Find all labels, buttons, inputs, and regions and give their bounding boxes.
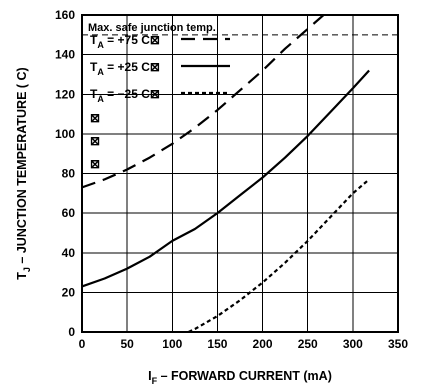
series-line-2 xyxy=(188,178,370,332)
max-safe-temp-label: Max. safe junction temp. xyxy=(88,22,216,34)
legend: TA = +75 C⊠ TA = +25 C⊠ TA = −25 C⊠ xyxy=(90,33,230,104)
x-tick-label: 250 xyxy=(298,337,318,351)
x-tick-label: 150 xyxy=(207,337,227,351)
tick-labels: 0 50 100 150 200 250 300 350 0 20 40 60 80 100 120 140 1… xyxy=(55,8,408,351)
stray-glyph: ⊠ xyxy=(90,111,100,125)
x-tick-label: 100 xyxy=(162,337,182,351)
y-tick-label: 20 xyxy=(62,285,76,299)
series-line-0 xyxy=(82,15,326,189)
legend-label-1: TA = +25 C⊠ xyxy=(90,60,160,77)
x-tick-label: 300 xyxy=(343,337,363,351)
x-axis-title: IF – FORWARD CURRENT (mA) xyxy=(148,369,332,386)
reference-line-group: Max. safe junction temp. xyxy=(82,22,398,36)
plot-frame xyxy=(81,14,399,333)
y-tick-label: 60 xyxy=(62,206,76,220)
x-tick-label: 0 xyxy=(79,337,86,351)
legend-label-0: TA = +75 C⊠ xyxy=(90,33,160,50)
y-tick-label: 80 xyxy=(62,167,76,181)
y-tick-label: 140 xyxy=(55,48,75,62)
x-tick-label: 50 xyxy=(120,337,134,351)
stray-glyphs: ⊠ ⊠ ⊠ xyxy=(90,111,100,171)
series-lines xyxy=(82,15,370,332)
x-tick-label: 200 xyxy=(253,337,273,351)
legend-label-2: TA = −25 C⊠ xyxy=(90,87,160,104)
y-tick-label: 40 xyxy=(62,246,76,260)
axis-titles: IF – FORWARD CURRENT (mA) TJ – JUNCTION T… xyxy=(15,67,332,386)
y-tick-label: 100 xyxy=(55,127,75,141)
stray-glyph: ⊠ xyxy=(90,134,100,148)
stray-glyph: ⊠ xyxy=(90,157,100,171)
series-line-1 xyxy=(82,69,370,288)
x-tick-label: 350 xyxy=(388,337,408,351)
y-axis-title: TJ – JUNCTION TEMPERATURE ( C) xyxy=(15,67,32,279)
y-tick-label: 0 xyxy=(68,325,75,339)
y-tick-label: 120 xyxy=(55,87,75,101)
y-tick-label: 160 xyxy=(55,8,75,22)
